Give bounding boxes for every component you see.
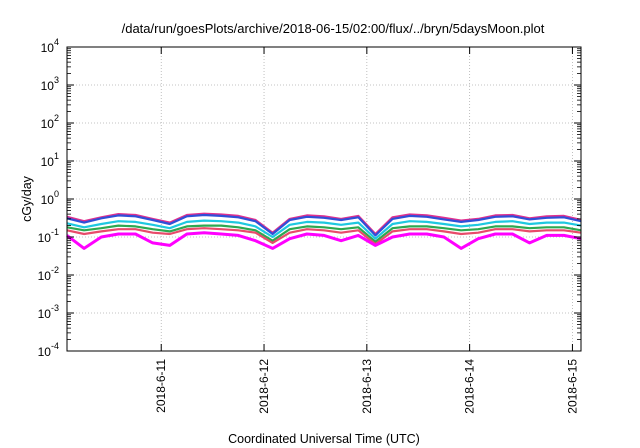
y-tick-label: 104 bbox=[41, 37, 59, 55]
y-tick-label: 102 bbox=[41, 113, 59, 131]
series-line-5 bbox=[66, 227, 582, 246]
y-tick-label: 10-2 bbox=[38, 265, 59, 283]
plot-frame bbox=[66, 46, 582, 352]
series-line-3 bbox=[66, 219, 582, 240]
x-tick-label: 2018-6-12 bbox=[257, 359, 271, 414]
x-tick-label: 2018-6-11 bbox=[154, 359, 168, 413]
y-tick-label: 10-1 bbox=[38, 227, 59, 245]
y-tick-label: 10-4 bbox=[38, 341, 59, 359]
x-axis-label: Coordinated Universal Time (UTC) bbox=[228, 432, 420, 446]
series-group bbox=[66, 212, 582, 250]
series-line-4 bbox=[66, 224, 582, 243]
y-axis: 10-4 10-3 10-2 10-1 100 101 102 103 104 bbox=[38, 37, 581, 359]
x-tick-label: 2018-6-13 bbox=[360, 359, 374, 414]
y-tick-label: 100 bbox=[41, 189, 59, 207]
y-axis-label: cGy/day bbox=[20, 175, 34, 222]
y-tick-label: 101 bbox=[41, 151, 59, 169]
x-axis: 2018-6-11 2018-6-12 2018-6-13 2018-6-14 2018… bbox=[154, 47, 579, 414]
x-tick-label: 2018-6-14 bbox=[463, 359, 477, 414]
grid bbox=[67, 47, 581, 351]
series-line-2 bbox=[66, 213, 582, 237]
series-line-6 bbox=[66, 231, 582, 250]
y-tick-label: 10-3 bbox=[38, 303, 59, 321]
x-tick-label: 2018-6-15 bbox=[565, 359, 579, 414]
y-tick-label: 103 bbox=[41, 75, 59, 93]
chart-title: /data/run/goesPlots/archive/2018-06-15/0… bbox=[122, 21, 545, 36]
